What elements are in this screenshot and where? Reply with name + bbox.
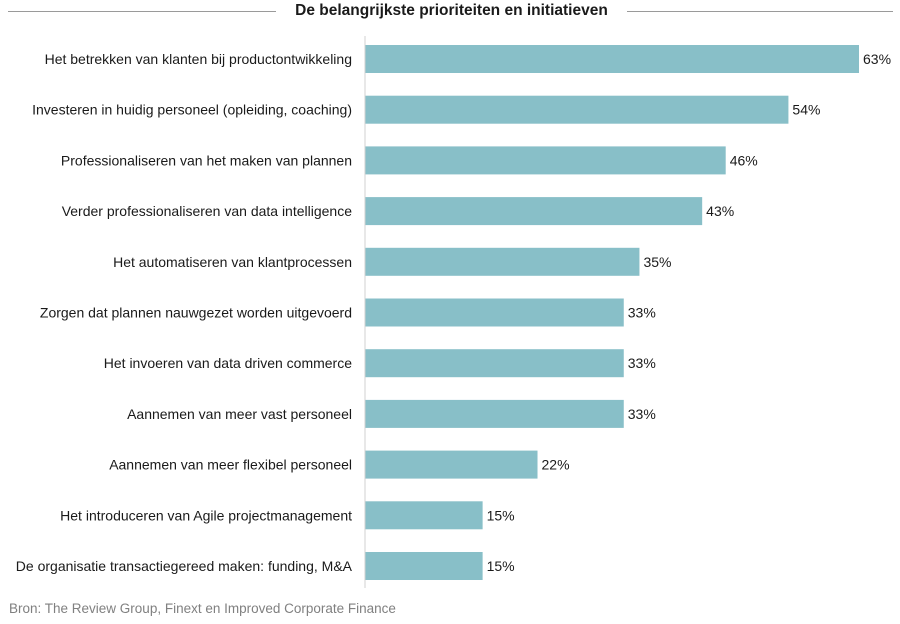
bar bbox=[365, 247, 640, 276]
value-label: 46% bbox=[730, 152, 758, 168]
chart-title: De belangrijkste prioriteiten en initiat… bbox=[295, 2, 608, 19]
category-label: Verder professionaliseren van data intel… bbox=[62, 203, 353, 219]
category-label: Aannemen van meer flexibel personeel bbox=[109, 457, 352, 473]
value-label: 54% bbox=[792, 102, 820, 118]
value-label: 63% bbox=[863, 51, 891, 67]
category-label: Het betrekken van klanten bij productont… bbox=[45, 51, 352, 67]
value-label: 15% bbox=[487, 558, 515, 574]
category-label: Aannemen van meer vast personeel bbox=[127, 406, 352, 422]
bar bbox=[365, 298, 624, 327]
value-label: 33% bbox=[628, 406, 656, 422]
bar bbox=[365, 399, 624, 428]
bar bbox=[365, 95, 789, 124]
title-rule-left bbox=[8, 11, 276, 12]
value-label: 22% bbox=[542, 457, 570, 473]
value-label: 43% bbox=[706, 203, 734, 219]
value-label: 33% bbox=[628, 355, 656, 371]
chart-title-bar: De belangrijkste prioriteiten en initiat… bbox=[0, 0, 900, 24]
source-note: Bron: The Review Group, Finext en Improv… bbox=[9, 601, 396, 616]
bar bbox=[365, 146, 726, 175]
bar bbox=[365, 501, 483, 530]
bar-chart: Het betrekken van klanten bij productont… bbox=[16, 36, 891, 588]
category-label: Het automatiseren van klantprocessen bbox=[113, 254, 352, 270]
title-rule-right bbox=[627, 11, 893, 12]
value-label: 33% bbox=[628, 305, 656, 321]
bar bbox=[365, 45, 859, 73]
bar bbox=[365, 197, 703, 226]
category-label: Zorgen dat plannen nauwgezet worden uitg… bbox=[40, 305, 352, 321]
category-label: Investeren in huidig personeel (opleidin… bbox=[32, 102, 352, 118]
bar bbox=[365, 552, 483, 580]
category-label: De organisatie transactiegereed maken: f… bbox=[16, 558, 353, 574]
category-label: Het introduceren van Agile projectmanage… bbox=[60, 507, 352, 523]
bar bbox=[365, 349, 624, 378]
value-label: 35% bbox=[643, 254, 671, 270]
value-label: 15% bbox=[487, 507, 515, 523]
category-label: Het invoeren van data driven commerce bbox=[104, 355, 352, 371]
category-label: Professionaliseren van het maken van pla… bbox=[61, 152, 352, 168]
bar bbox=[365, 450, 538, 479]
